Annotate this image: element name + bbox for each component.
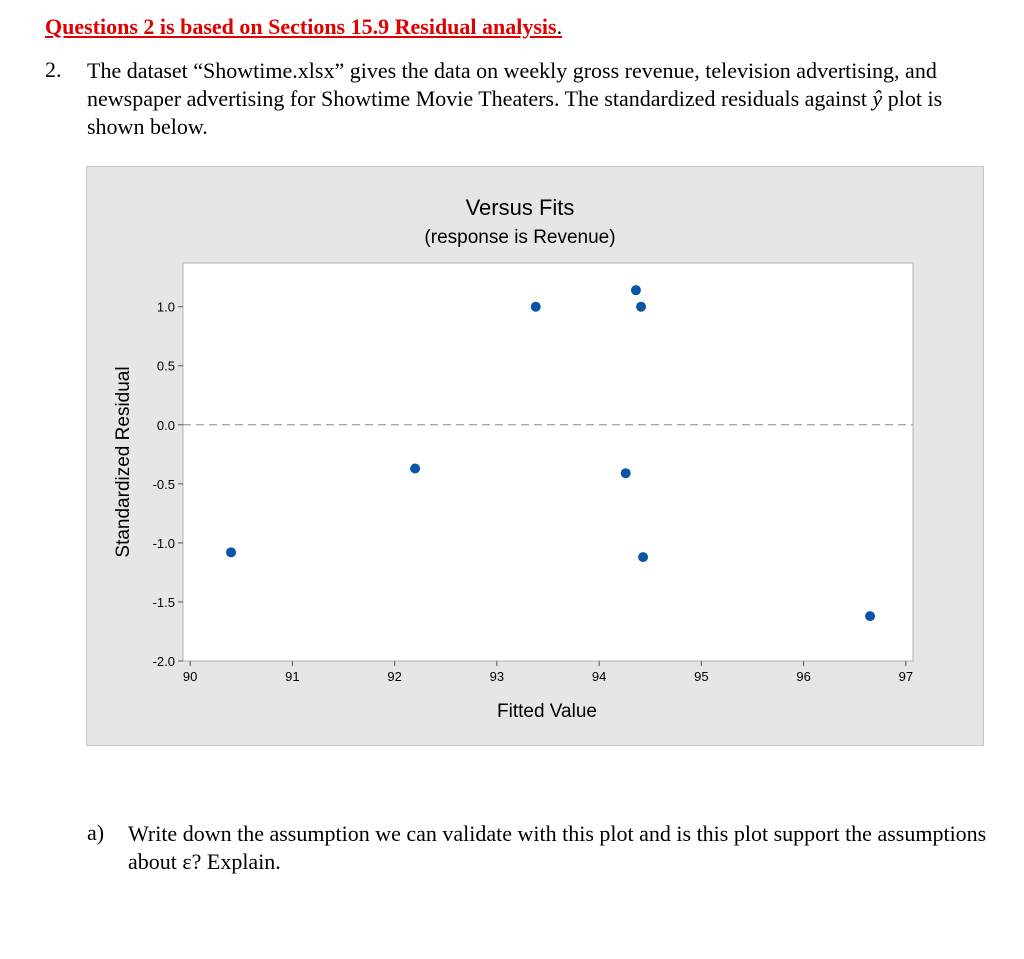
- data-point: [865, 611, 876, 622]
- chart-title: Versus Fits: [466, 195, 575, 220]
- data-point: [620, 468, 631, 479]
- x-tick-label: 97: [899, 669, 913, 684]
- y-tick-label: 0.5: [157, 359, 175, 374]
- question-text-before: The dataset “Showtime.xlsx” gives the da…: [87, 58, 937, 111]
- data-point: [638, 552, 649, 563]
- residual-chart: Versus Fits (response is Revenue) 1.0 0.5…: [86, 166, 984, 746]
- y-tick-label: -1.0: [153, 536, 175, 551]
- x-axis-label: Fitted Value: [497, 701, 597, 722]
- x-tick-label: 93: [490, 669, 504, 684]
- plot-area: [182, 262, 914, 662]
- data-point: [410, 463, 421, 474]
- chart-subtitle: (response is Revenue): [424, 227, 615, 248]
- data-point: [226, 547, 237, 558]
- y-axis-label: Standardized Residual: [113, 366, 134, 557]
- x-tick-label: 92: [387, 669, 401, 684]
- y-tick-label: 0.0: [157, 418, 175, 433]
- y-tick-label: -2.0: [153, 654, 175, 669]
- y-tick-label: -0.5: [153, 477, 175, 492]
- x-tick-label: 91: [285, 669, 299, 684]
- sub-question-label: a): [87, 820, 105, 845]
- question-number: 2.: [45, 57, 62, 82]
- data-point: [636, 301, 647, 312]
- sub-question-text: Write down the assumption we can validat…: [128, 821, 987, 874]
- y-tick-label: 1.0: [157, 300, 175, 315]
- data-point: [530, 301, 541, 312]
- x-tick-label: 94: [592, 669, 606, 684]
- x-tick-label: 96: [796, 669, 810, 684]
- x-tick-label: 90: [183, 669, 197, 684]
- chart-svg: Versus Fits (response is Revenue) 1.0 0.5…: [113, 195, 914, 722]
- question-text-after: plot is shown below.: [87, 86, 943, 139]
- y-tick-label: -1.5: [153, 595, 175, 610]
- x-tick-label: 95: [694, 669, 708, 684]
- question-text: The dataset “Showtime.xlsx” gives the da…: [87, 57, 1002, 141]
- question-heading: Questions 2 is based on Sections 15.9 Re…: [45, 14, 563, 39]
- yhat-symbol: ŷ: [872, 86, 883, 111]
- data-point: [630, 285, 641, 296]
